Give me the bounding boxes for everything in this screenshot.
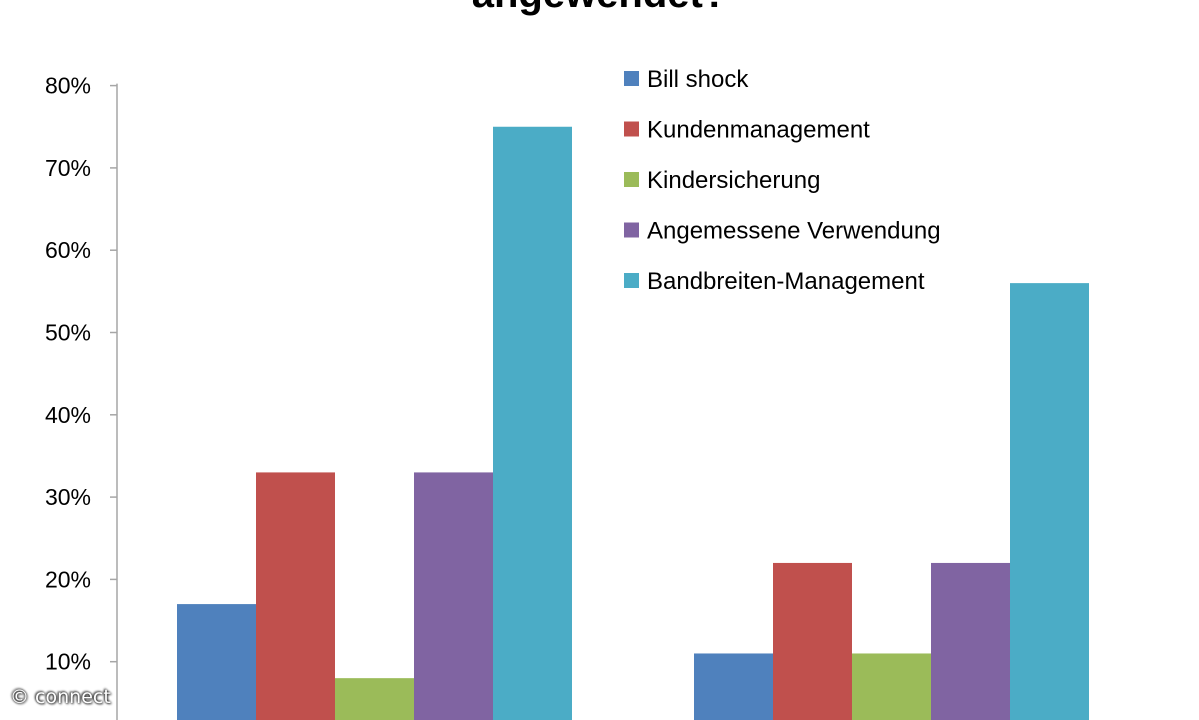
y-tick-label: 40% [45,402,91,428]
bar [256,472,335,720]
chart-title: angewendet? [0,0,1199,17]
bar [931,562,1010,720]
y-tick-label: 50% [45,320,91,346]
y-tick-label: 30% [45,484,91,510]
bar [773,562,852,720]
y-tick-label: 10% [45,649,91,675]
legend-swatch [624,71,639,86]
legend-label: Bandbreiten-Management [647,268,925,295]
legend-label: Kindersicherung [647,167,820,194]
legend-label: Bill shock [647,66,749,93]
bars [177,126,1089,720]
legend-swatch [624,222,639,238]
bar [1010,283,1089,720]
watermark-copyright: © connect [10,686,111,708]
y-tick-label: 70% [45,155,91,181]
legend-label: Angemessene Verwendung [647,218,941,245]
bar [414,472,493,720]
bar [177,604,256,720]
y-tick-label: 20% [45,566,91,592]
bar [335,678,414,720]
bar [852,653,931,720]
bar [694,653,773,720]
legend: Bill shock Kundenmanagement Kindersicherun… [624,66,941,295]
legend-label: Kundenmanagement [647,117,870,144]
legend-swatch [624,273,639,288]
legend-swatch [624,172,639,187]
y-tick-label: 60% [45,237,91,263]
y-axis: 10% 20% 30% 40% 50% 60% 70% 80% [45,73,118,720]
y-tick-label: 80% [45,73,91,99]
bar [493,126,572,720]
legend-swatch [624,121,639,137]
